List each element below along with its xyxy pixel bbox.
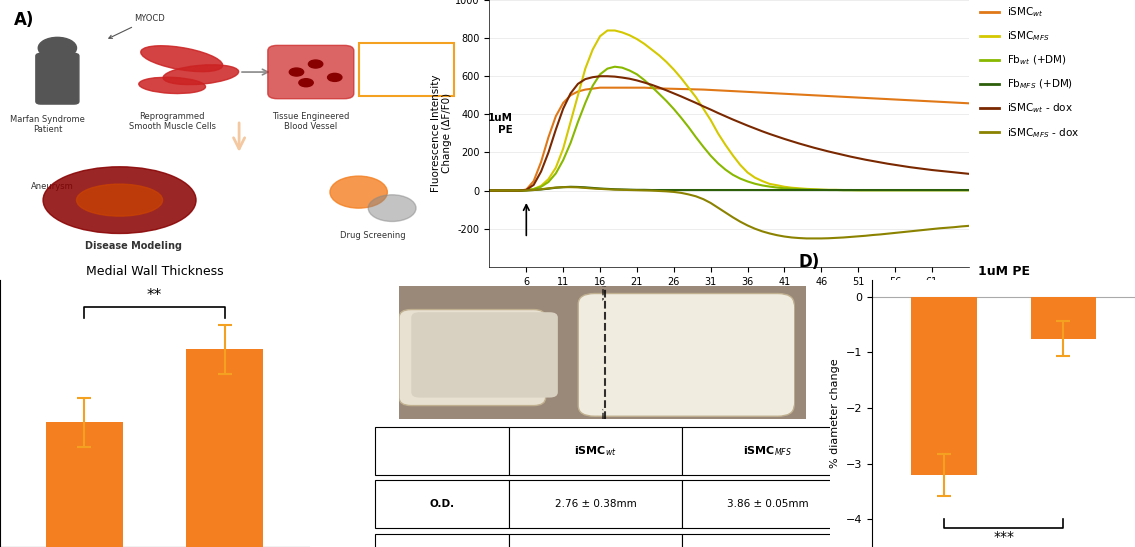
Text: Tissue Engineered
Blood Vessel: Tissue Engineered Blood Vessel xyxy=(272,112,350,131)
Text: Perfusion
System: Perfusion System xyxy=(388,56,424,75)
Bar xyxy=(375,427,510,475)
Text: Drug Screening: Drug Screening xyxy=(340,231,406,240)
Legend: iSMC$_{wt}$, iSMC$_{MFS}$, Fb$_{wt}$ (+DM), Fb$_{MFS}$ (+DM), iSMC$_{wt}$ - dox,: iSMC$_{wt}$, iSMC$_{MFS}$, Fb$_{wt}$ (+D… xyxy=(981,5,1079,139)
Bar xyxy=(45,422,123,547)
Bar xyxy=(510,427,682,475)
Text: 3.86 ± 0.05mm: 3.86 ± 0.05mm xyxy=(728,499,809,509)
FancyBboxPatch shape xyxy=(359,43,454,96)
Bar xyxy=(682,427,855,475)
Text: iSMC$_{wt}$: iSMC$_{wt}$ xyxy=(574,444,617,458)
Y-axis label: % diameter change: % diameter change xyxy=(831,359,841,468)
Bar xyxy=(510,480,682,528)
Bar xyxy=(682,480,855,528)
Text: ***: *** xyxy=(993,531,1015,544)
Circle shape xyxy=(328,73,342,82)
Title: Medial Wall Thickness: Medial Wall Thickness xyxy=(86,265,224,278)
Ellipse shape xyxy=(76,184,162,216)
Circle shape xyxy=(299,79,313,87)
Bar xyxy=(375,534,510,547)
Ellipse shape xyxy=(141,46,222,72)
Text: MYOCD: MYOCD xyxy=(109,14,165,38)
FancyBboxPatch shape xyxy=(268,45,354,98)
Y-axis label: Fluorescence Intensity
Change (ΔF/F0): Fluorescence Intensity Change (ΔF/F0) xyxy=(431,74,453,192)
Bar xyxy=(186,349,263,547)
Text: Disease Modeling: Disease Modeling xyxy=(85,241,183,251)
Circle shape xyxy=(330,176,387,208)
Ellipse shape xyxy=(163,65,238,85)
Text: A): A) xyxy=(15,11,35,28)
Circle shape xyxy=(368,195,417,222)
Bar xyxy=(911,297,977,475)
Text: B): B) xyxy=(442,0,462,2)
Text: O.D.: O.D. xyxy=(430,499,455,509)
Text: Marfan Syndrome
Patient: Marfan Syndrome Patient xyxy=(10,115,85,134)
Bar xyxy=(375,480,510,528)
Circle shape xyxy=(39,37,76,59)
Ellipse shape xyxy=(43,167,196,234)
Bar xyxy=(510,534,682,547)
Text: **: ** xyxy=(146,288,162,303)
Circle shape xyxy=(289,68,304,76)
Text: iSMC$_{MFS}$: iSMC$_{MFS}$ xyxy=(743,444,792,458)
Bar xyxy=(682,534,855,547)
X-axis label: Time (s): Time (s) xyxy=(706,292,751,302)
FancyBboxPatch shape xyxy=(36,54,79,104)
Title: 1uM PE: 1uM PE xyxy=(977,265,1029,278)
Circle shape xyxy=(309,60,322,68)
Text: D): D) xyxy=(799,253,819,271)
FancyArrowPatch shape xyxy=(234,123,245,149)
Text: Aneurysm: Aneurysm xyxy=(32,182,74,191)
Text: Reprogrammed
Smooth Muscle Cells: Reprogrammed Smooth Muscle Cells xyxy=(128,112,216,131)
Bar xyxy=(1031,297,1096,339)
Text: 1uM
PE: 1uM PE xyxy=(488,113,513,135)
Ellipse shape xyxy=(138,77,205,94)
Text: 2.76 ± 0.38mm: 2.76 ± 0.38mm xyxy=(555,499,637,509)
